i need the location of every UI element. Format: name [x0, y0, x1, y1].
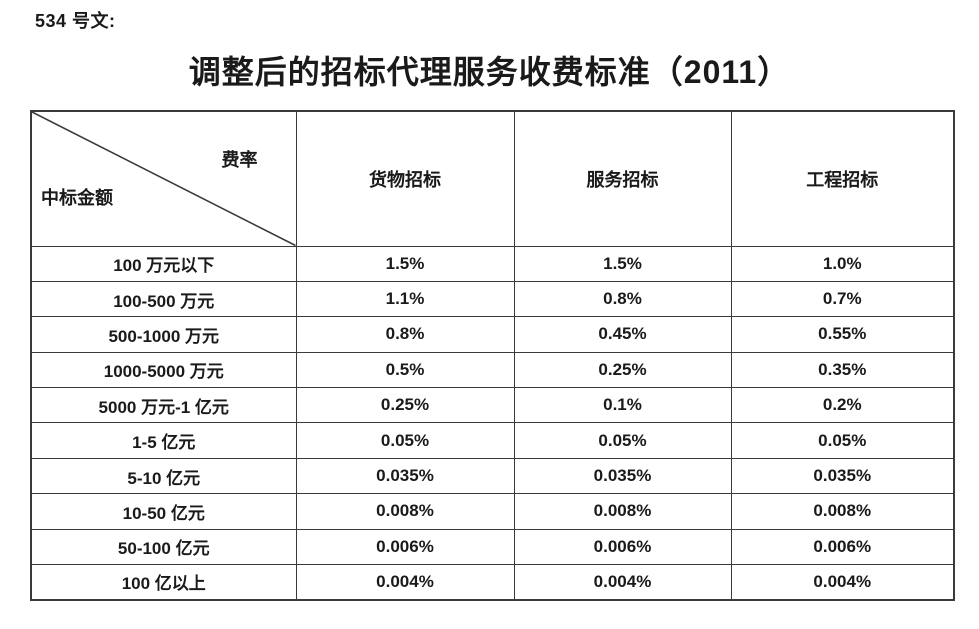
amount-range-cell: 100-500 万元 [30, 280, 297, 318]
rate-cell-goods: 0.5% [295, 351, 515, 389]
rate-cell-services: 1.5% [513, 245, 732, 282]
rate-cell-services: 0.25% [513, 351, 732, 389]
rate-cell-goods: 1.5% [295, 245, 515, 282]
rate-cell-goods: 0.05% [295, 422, 515, 459]
rate-cell-engineering: 0.55% [730, 316, 955, 353]
page-title: 调整后的招标代理服务收费标准（2011） [188, 54, 791, 90]
rate-cell-engineering: 0.2% [730, 387, 955, 424]
amount-range-cell: 1-5 亿元 [30, 422, 297, 459]
rate-cell-engineering: 0.035% [730, 457, 955, 495]
rate-cell-goods: 0.8% [295, 316, 515, 353]
corner-amount-label: 中标金额 [41, 187, 113, 208]
rate-cell-engineering: 0.05% [730, 422, 955, 459]
rate-cell-engineering: 0.008% [730, 493, 955, 530]
rate-cell-services: 0.035% [513, 457, 732, 495]
column-header-goods: 货物招标 [295, 110, 515, 247]
rate-cell-engineering: 0.006% [730, 528, 955, 566]
amount-range-cell: 100 万元以下 [30, 245, 297, 282]
doc-number: 534 号文: [35, 11, 116, 31]
rate-cell-goods: 0.008% [295, 493, 515, 530]
fee-table-body: 100 万元以下 1.5% 1.5% 1.0% 100-500 万元 1.1% 0.8% 0.… [30, 245, 955, 601]
amount-range-cell: 500-1000 万元 [30, 316, 297, 353]
column-header-services: 服务招标 [513, 110, 732, 247]
table-row: 100-500 万元 1.1% 0.8% 0.7% [30, 280, 955, 318]
rate-cell-goods: 0.035% [295, 457, 515, 495]
rate-cell-services: 0.004% [513, 564, 732, 601]
rate-cell-services: 0.05% [513, 422, 732, 459]
table-row: 100 万元以下 1.5% 1.5% 1.0% [30, 245, 955, 282]
table-row: 10-50 亿元 0.008% 0.008% 0.008% [30, 493, 955, 530]
fee-table-header: 费率 中标金额 货物招标 服务招标 工程招标 [30, 110, 955, 247]
rate-cell-services: 0.1% [513, 387, 732, 424]
table-row: 5-10 亿元 0.035% 0.035% 0.035% [30, 457, 955, 495]
rate-cell-services: 0.8% [513, 280, 732, 318]
header-row: 费率 中标金额 货物招标 服务招标 工程招标 [30, 110, 955, 247]
amount-range-cell: 10-50 亿元 [30, 493, 297, 530]
rate-cell-goods: 0.25% [295, 387, 515, 424]
amount-range-cell: 100 亿以上 [30, 564, 297, 601]
rate-cell-engineering: 1.0% [730, 245, 955, 282]
corner-cell: 费率 中标金额 [30, 110, 297, 247]
rate-cell-goods: 1.1% [295, 280, 515, 318]
amount-range-cell: 5-10 亿元 [30, 457, 297, 495]
rate-cell-services: 0.45% [513, 316, 732, 353]
rate-cell-goods: 0.004% [295, 564, 515, 601]
fee-table: 费率 中标金额 货物招标 服务招标 工程招标 100 万元以下 1.5% 1.5% 1… [30, 110, 955, 601]
rate-cell-services: 0.006% [513, 528, 732, 566]
table-row: 500-1000 万元 0.8% 0.45% 0.55% [30, 316, 955, 353]
rate-cell-services: 0.008% [513, 493, 732, 530]
table-row: 5000 万元-1 亿元 0.25% 0.1% 0.2% [30, 387, 955, 424]
table-row: 1-5 亿元 0.05% 0.05% 0.05% [30, 422, 955, 459]
amount-range-cell: 1000-5000 万元 [30, 351, 297, 389]
table-row: 100 亿以上 0.004% 0.004% 0.004% [30, 564, 955, 601]
rate-cell-goods: 0.006% [295, 528, 515, 566]
table-row: 50-100 亿元 0.006% 0.006% 0.006% [30, 528, 955, 566]
amount-range-cell: 50-100 亿元 [30, 528, 297, 566]
rate-cell-engineering: 0.004% [730, 564, 955, 601]
column-header-engineering: 工程招标 [730, 110, 955, 247]
diagonal-divider-line [32, 112, 296, 246]
corner-rate-label: 费率 [221, 150, 258, 170]
rate-cell-engineering: 0.7% [730, 280, 955, 318]
amount-range-cell: 5000 万元-1 亿元 [30, 387, 297, 424]
table-row: 1000-5000 万元 0.5% 0.25% 0.35% [30, 351, 955, 389]
rate-cell-engineering: 0.35% [730, 351, 955, 389]
